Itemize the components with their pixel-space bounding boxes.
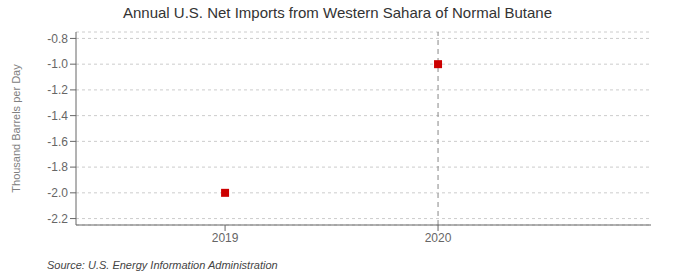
svg-text:2019: 2019 xyxy=(212,231,239,245)
svg-text:-0.8: -0.8 xyxy=(47,32,68,46)
svg-text:-1.0: -1.0 xyxy=(47,57,68,71)
svg-text:Thousand Barrels per Day: Thousand Barrels per Day xyxy=(10,64,22,193)
svg-text:-1.2: -1.2 xyxy=(47,83,68,97)
svg-text:-2.2: -2.2 xyxy=(47,212,68,226)
html-text:Source: U.S. Energy Informatio: Source: U.S. Energy Information Administ… xyxy=(47,259,278,271)
svg-text:-2.0: -2.0 xyxy=(47,186,68,200)
svg-text:2020: 2020 xyxy=(425,231,452,245)
svg-text:-1.6: -1.6 xyxy=(47,135,68,149)
svg-text:-1.8: -1.8 xyxy=(47,160,68,174)
svg-text:-1.4: -1.4 xyxy=(47,109,68,123)
html-text:Annual U.S. Net Imports from W: Annual U.S. Net Imports from Western Sah… xyxy=(123,4,552,21)
